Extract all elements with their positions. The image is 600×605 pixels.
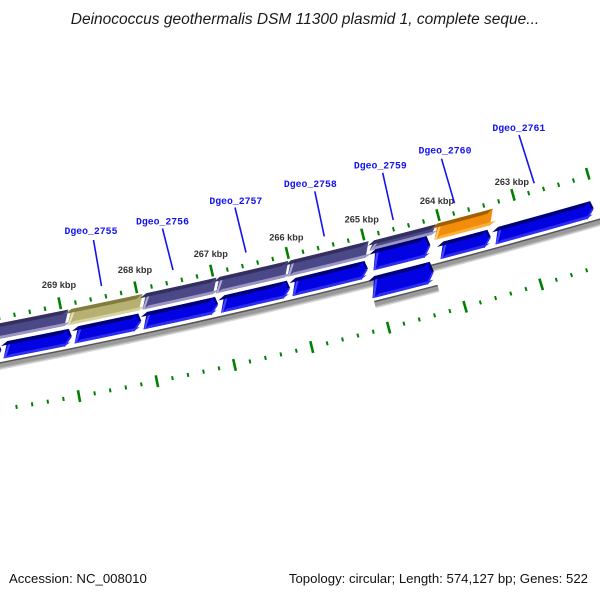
svg-text:Dgeo_2758: Dgeo_2758 bbox=[284, 179, 337, 190]
svg-text:Dgeo_2759: Dgeo_2759 bbox=[354, 161, 407, 172]
svg-text:Topology: circular; Length: 57: Topology: circular; Length: 574,127 bp; … bbox=[289, 571, 588, 586]
svg-text:269 kbp: 269 kbp bbox=[42, 280, 77, 290]
svg-text:Accession: NC_008010: Accession: NC_008010 bbox=[9, 571, 147, 586]
svg-text:Dgeo_2756: Dgeo_2756 bbox=[136, 217, 189, 228]
svg-text:Dgeo_2755: Dgeo_2755 bbox=[65, 226, 118, 237]
svg-text:264 kbp: 264 kbp bbox=[420, 196, 455, 206]
svg-text:Deinococcus geothermalis DSM 1: Deinococcus geothermalis DSM 11300 plasm… bbox=[71, 11, 539, 28]
svg-text:Dgeo_2757: Dgeo_2757 bbox=[209, 196, 262, 207]
svg-text:263 kbp: 263 kbp bbox=[495, 177, 530, 187]
svg-text:265 kbp: 265 kbp bbox=[345, 215, 380, 225]
svg-text:267 kbp: 267 kbp bbox=[194, 249, 229, 259]
svg-text:Dgeo_2760: Dgeo_2760 bbox=[419, 146, 472, 157]
svg-text:266 kbp: 266 kbp bbox=[269, 232, 304, 242]
svg-text:Dgeo_2761: Dgeo_2761 bbox=[492, 123, 545, 134]
svg-text:268 kbp: 268 kbp bbox=[118, 265, 153, 275]
